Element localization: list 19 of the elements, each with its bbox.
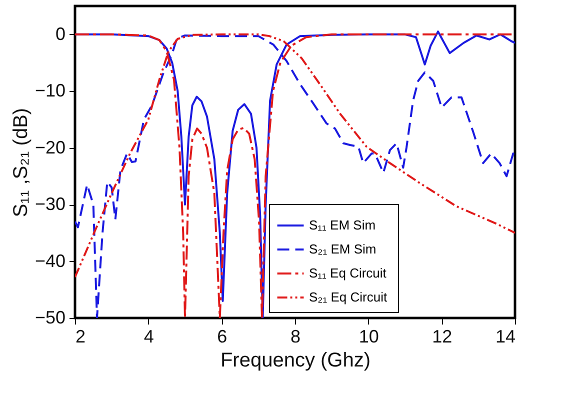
x-tick-label: 12 xyxy=(432,326,452,346)
y-tick-label: 0 xyxy=(55,24,66,44)
y-tick-label: −20 xyxy=(34,137,66,158)
x-tick-label: 4 xyxy=(144,326,154,346)
legend-label: S₁₁ Eq Circuit xyxy=(309,266,387,280)
y-axis-title: S₁₁ ,S₂₁ (dB) xyxy=(10,108,32,218)
legend-label: S₁₁ EM Sim xyxy=(309,218,376,232)
x-tick-label: 10 xyxy=(358,326,379,346)
y-tick-label: −50 xyxy=(34,308,66,328)
x-tick-label: 6 xyxy=(217,326,228,346)
x-tick-label: 8 xyxy=(290,326,301,346)
y-tick-label: −40 xyxy=(34,250,66,271)
x-axis-title: Frequency (Ghz) xyxy=(220,350,371,372)
y-tick-label: −30 xyxy=(34,194,66,214)
legend-label: S₂₁ Eq Circuit xyxy=(309,290,388,304)
y-tick-label: −10 xyxy=(34,80,66,101)
legend-label: S₂₁ EM Sim xyxy=(309,242,376,256)
x-tick-label: 14 xyxy=(495,326,516,346)
x-tick-label: 2 xyxy=(76,326,86,346)
